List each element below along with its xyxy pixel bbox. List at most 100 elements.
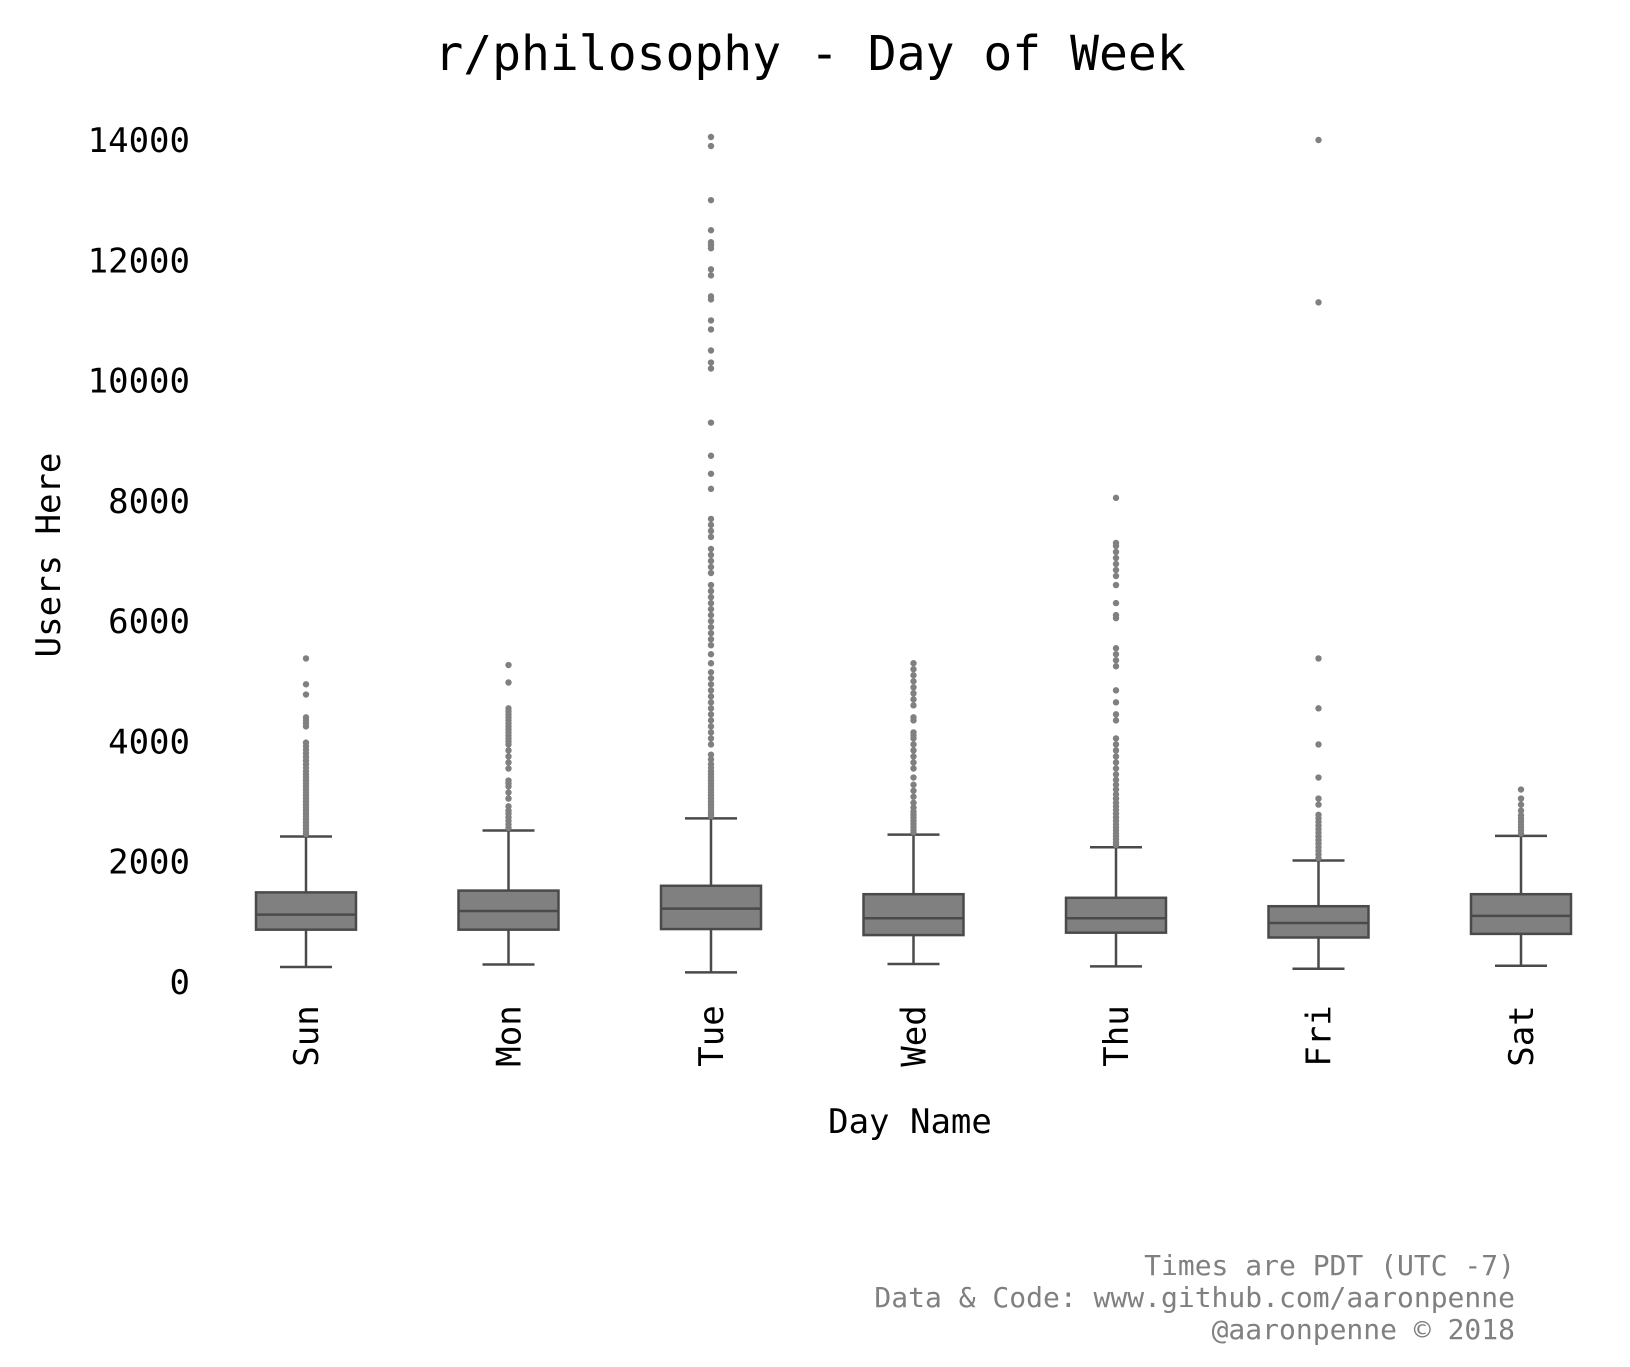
outlier-point (1112, 494, 1120, 502)
outlier-point (707, 227, 715, 234)
y-tick-label: 12000 (88, 241, 190, 281)
outlier-point (707, 693, 715, 700)
outlier-point (1112, 781, 1120, 788)
outlier-point (707, 705, 715, 712)
outlier-point (1315, 705, 1322, 712)
outlier-point (707, 515, 715, 523)
outlier-point (505, 803, 512, 810)
outlier-point (1315, 774, 1322, 781)
outlier-point (707, 617, 715, 625)
outlier-point (1112, 735, 1120, 742)
outlier-point (707, 699, 715, 706)
outlier-point (707, 761, 715, 768)
outlier-point (1315, 811, 1322, 819)
outlier-point (707, 266, 715, 273)
outlier-point (1112, 566, 1120, 574)
outlier-point (910, 666, 917, 673)
outlier-point (1517, 801, 1525, 808)
y-tick-label: 0 (170, 963, 190, 1003)
x-tick-label: Mon (490, 1005, 530, 1066)
x-tick-label: Thu (1097, 1005, 1137, 1066)
footer-timezone-note: Times are PDT (UTC -7) (1144, 1249, 1515, 1282)
outlier-point (1112, 741, 1120, 748)
outlier-point (1517, 786, 1525, 793)
outlier-point (707, 651, 715, 658)
outlier-point (707, 593, 715, 601)
outlier-point (707, 569, 715, 577)
outlier-point (1315, 655, 1322, 662)
outlier-point (1315, 795, 1322, 802)
outlier-point (1112, 663, 1120, 670)
y-tick-label: 8000 (108, 482, 190, 522)
outlier-point (1112, 759, 1120, 766)
outlier-point (910, 753, 917, 760)
outlier-point (707, 293, 715, 300)
outlier-point (1315, 136, 1322, 144)
outlier-point (707, 756, 715, 763)
outlier-point (1112, 687, 1120, 694)
outlier-point (707, 635, 715, 643)
outlier-point (910, 660, 917, 667)
outlier-point (910, 702, 917, 709)
outlier-point (707, 419, 715, 426)
outlier-point (707, 581, 715, 589)
outlier-point (505, 765, 512, 772)
outlier-point (910, 799, 917, 806)
y-tick-label: 10000 (88, 362, 190, 402)
outlier-point (910, 781, 917, 788)
outlier-point (505, 795, 512, 802)
outlier-point (707, 142, 715, 150)
outlier-point (505, 679, 512, 686)
outlier-point (1112, 791, 1120, 798)
interquartile-box (1064, 896, 1168, 934)
outlier-point (505, 747, 512, 754)
outlier-point (302, 691, 310, 698)
outlier-point (707, 527, 715, 535)
interquartile-box (254, 891, 358, 931)
outlier-point (910, 787, 917, 794)
outlier-point (707, 623, 715, 631)
outlier-point (707, 239, 715, 246)
outlier-point (910, 804, 917, 811)
outlier-point (707, 711, 715, 718)
outlier-point (1112, 699, 1120, 706)
box-group-sat (1469, 786, 1573, 968)
x-tick-label: Tue (692, 1005, 732, 1066)
outlier-point (910, 774, 917, 781)
outlier-point (707, 599, 715, 607)
outlier-point (707, 557, 715, 565)
box-group-thu (1064, 494, 1168, 968)
outlier-point (707, 317, 715, 324)
x-tick-label: Sat (1502, 1005, 1542, 1066)
outlier-point (1112, 753, 1120, 760)
y-tick-label: 6000 (108, 602, 190, 642)
outlier-point (707, 605, 715, 613)
outlier-point (707, 735, 715, 742)
x-tick-label: Fri (1300, 1005, 1340, 1066)
outlier-point (707, 717, 715, 724)
outlier-point (707, 587, 715, 595)
outlier-point (505, 777, 512, 784)
outlier-point (1112, 711, 1120, 718)
outlier-point (505, 789, 512, 796)
outlier-point (707, 365, 715, 372)
outlier-point (707, 723, 715, 730)
outlier-point (1112, 651, 1120, 658)
outlier-point (910, 729, 917, 736)
outlier-point (707, 533, 715, 541)
outlier-point (707, 326, 715, 333)
outlier-point (707, 347, 715, 354)
outlier-point (707, 681, 715, 688)
outlier-point (910, 714, 917, 721)
outlier-point (1112, 611, 1120, 619)
outlier-point (910, 690, 917, 697)
outlier-point (707, 669, 715, 676)
outlier-point (1112, 645, 1120, 652)
outlier-point (1112, 581, 1120, 589)
outlier-point (1112, 572, 1120, 580)
footer-copyright: @aaronpenne © 2018 (1212, 1313, 1515, 1346)
outlier-point (707, 545, 715, 553)
outlier-point (707, 729, 715, 736)
outlier-point (707, 660, 715, 667)
outlier-point (1112, 539, 1120, 547)
